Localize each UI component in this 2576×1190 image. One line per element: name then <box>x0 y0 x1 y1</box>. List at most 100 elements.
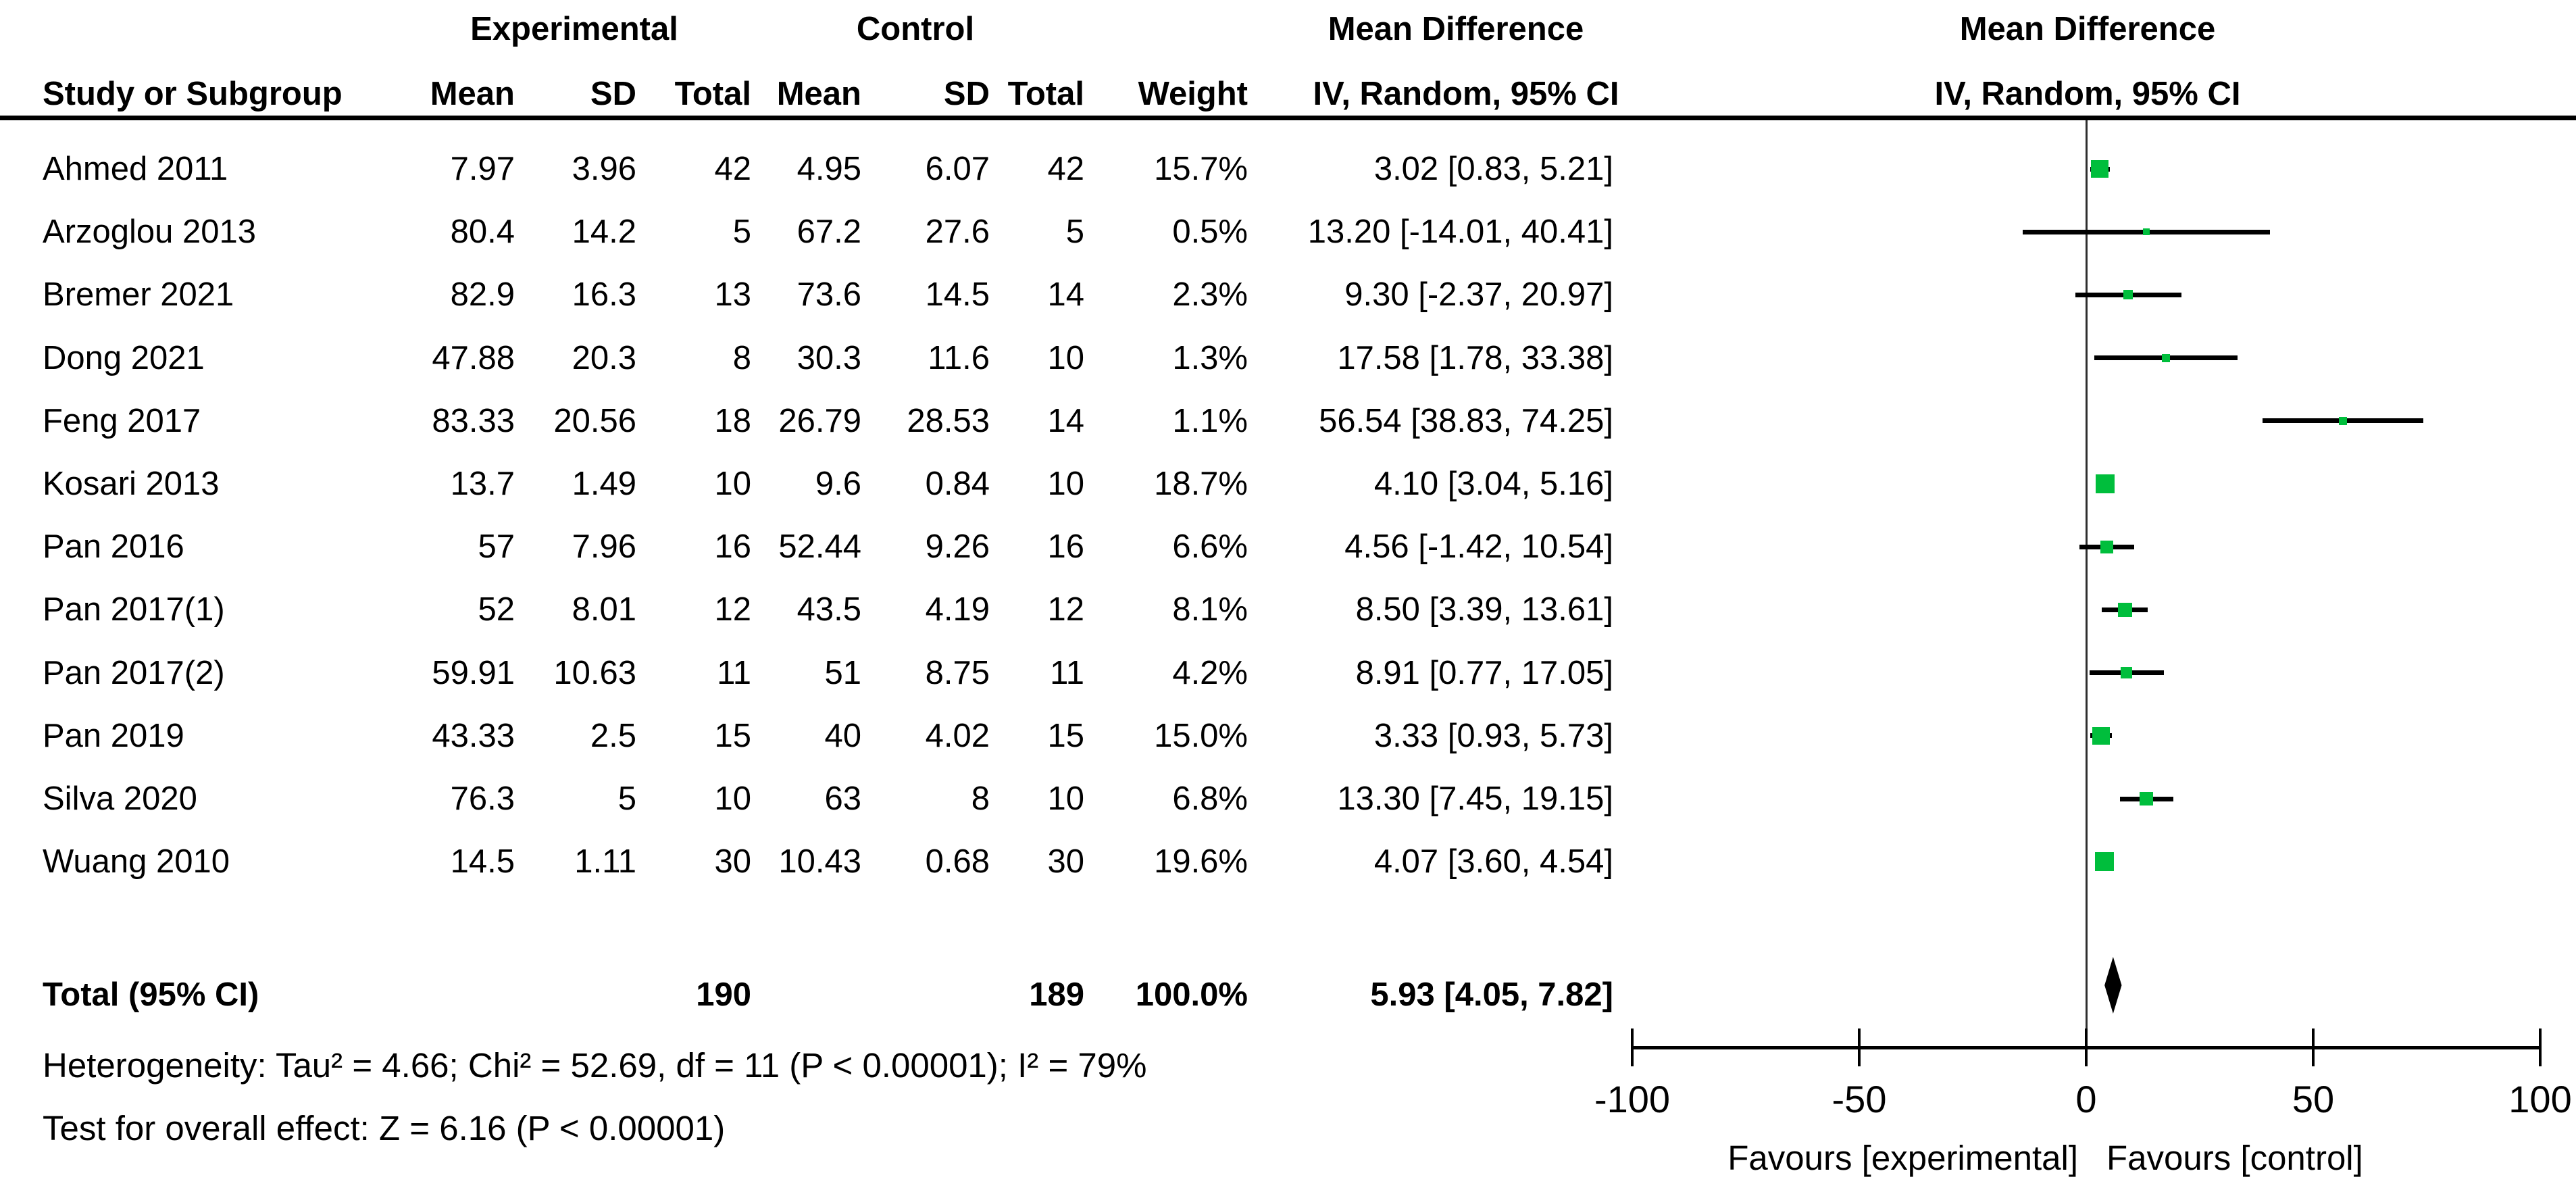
total-ctrl-total: 189 <box>1029 976 1084 1013</box>
study-ctrl-mean: 26.79 <box>778 402 861 439</box>
study-ctrl-sd: 0.84 <box>925 466 990 502</box>
effect-square <box>2142 228 2150 236</box>
study-exp-mean: 7.97 <box>450 151 515 187</box>
study-ctrl-total: 30 <box>1047 843 1084 881</box>
study-ctrl-total: 10 <box>1047 466 1084 502</box>
study-exp-total: 42 <box>714 151 751 187</box>
x-axis-tick <box>1858 1028 1861 1066</box>
x-axis-tick-label: 50 <box>2292 1078 2335 1120</box>
study-exp-sd: 14.2 <box>572 214 636 251</box>
study-name: Ahmed 2011 <box>43 151 228 187</box>
study-name: Wuang 2010 <box>43 843 230 881</box>
zero-effect-line <box>2085 120 2088 1066</box>
study-row: Dong 2021 47.88 20.3 8 30.3 11.6 10 1.3% 17.58 [… <box>0 326 1689 390</box>
study-name: Pan 2017(2) <box>43 654 225 691</box>
study-weight: 0.5% <box>1172 214 1248 251</box>
study-weight: 4.2% <box>1172 654 1248 691</box>
study-weight: 19.6% <box>1154 843 1248 881</box>
study-ctrl-total: 14 <box>1047 402 1084 439</box>
header-group-control: Control <box>856 11 975 47</box>
study-ctrl-mean: 63 <box>824 780 861 817</box>
study-exp-total: 10 <box>714 780 751 817</box>
study-name: Pan 2019 <box>43 717 184 754</box>
study-exp-sd: 1.49 <box>572 466 636 502</box>
total-ci-text: 5.93 [4.05, 7.82] <box>1370 976 1613 1013</box>
study-ctrl-sd: 9.26 <box>925 528 990 566</box>
study-ci-text: 13.20 [-14.01, 40.41] <box>1307 214 1613 251</box>
study-ctrl-total: 14 <box>1047 276 1084 314</box>
study-row: Arzoglou 2013 80.4 14.2 5 67.2 27.6 5 0.5% 13.20… <box>0 200 1689 264</box>
x-axis-tick <box>1631 1028 1634 1066</box>
study-row: Feng 2017 83.33 20.56 18 26.79 28.53 14 1.1% 56.… <box>0 389 1689 453</box>
effect-square <box>2162 353 2171 362</box>
study-ctrl-mean: 10.43 <box>778 843 861 881</box>
favours-experimental-label: Favours [experimental] <box>1727 1139 2078 1177</box>
total-weight: 100.0% <box>1135 976 1248 1013</box>
study-ci-text: 56.54 [38.83, 74.25] <box>1319 402 1613 439</box>
header-exp-mean: Mean <box>430 76 515 112</box>
study-exp-mean: 83.33 <box>432 402 515 439</box>
total-label: Total (95% CI) <box>43 976 259 1013</box>
header-exp-total: Total <box>674 76 751 112</box>
x-axis-tick-label: -50 <box>1832 1078 1887 1120</box>
study-ci-text: 8.50 [3.39, 13.61] <box>1355 591 1613 628</box>
study-row: Silva 2020 76.3 5 10 63 8 10 6.8% 13.30 [7.45, 1… <box>0 767 1689 830</box>
study-name: Dong 2021 <box>43 339 205 376</box>
effect-square <box>2140 792 2154 805</box>
effect-square <box>2095 474 2115 493</box>
study-exp-sd: 8.01 <box>572 591 636 628</box>
study-ctrl-total: 10 <box>1047 780 1084 817</box>
effect-square <box>2121 667 2133 679</box>
study-ctrl-sd: 27.6 <box>925 214 990 251</box>
study-row: Wuang 2010 14.5 1.11 30 10.43 0.68 30 19.6% 4.07… <box>0 830 1689 893</box>
study-exp-sd: 16.3 <box>572 276 636 314</box>
study-weight: 15.7% <box>1154 151 1248 187</box>
study-ctrl-mean: 51 <box>824 654 861 691</box>
heterogeneity-text: Heterogeneity: Tau² = 4.66; Chi² = 52.69… <box>43 1046 1147 1085</box>
study-ctrl-mean: 43.5 <box>797 591 861 628</box>
study-ctrl-mean: 73.6 <box>797 276 861 314</box>
study-row: Kosari 2013 13.7 1.49 10 9.6 0.84 10 18.7% 4.10 … <box>0 452 1689 516</box>
effect-square <box>2338 416 2347 425</box>
study-ctrl-sd: 4.02 <box>925 717 990 754</box>
study-exp-total: 18 <box>714 402 751 439</box>
x-axis-tick-label: 100 <box>2508 1078 2572 1120</box>
header-effect-title: Mean Difference <box>1328 11 1584 47</box>
study-name: Silva 2020 <box>43 780 197 817</box>
study-ci-text: 4.56 [-1.42, 10.54] <box>1344 528 1613 566</box>
study-exp-sd: 1.11 <box>574 843 636 881</box>
header-weight: Weight <box>1138 76 1248 112</box>
study-ctrl-sd: 0.68 <box>925 843 990 881</box>
study-ctrl-mean: 40 <box>824 717 861 754</box>
study-exp-total: 13 <box>714 276 751 314</box>
study-weight: 2.3% <box>1172 276 1248 314</box>
study-name: Feng 2017 <box>43 402 201 439</box>
study-exp-mean: 57 <box>478 528 515 566</box>
study-ctrl-sd: 8 <box>971 780 990 817</box>
study-weight: 1.3% <box>1172 339 1248 376</box>
study-ctrl-mean: 4.95 <box>797 151 861 187</box>
study-ctrl-total: 16 <box>1047 528 1084 566</box>
study-name: Bremer 2021 <box>43 276 234 314</box>
study-ctrl-total: 11 <box>1050 654 1084 691</box>
study-ctrl-total: 10 <box>1047 339 1084 376</box>
study-exp-sd: 20.56 <box>553 402 636 439</box>
study-exp-mean: 13.7 <box>450 466 515 502</box>
study-exp-mean: 76.3 <box>450 780 515 817</box>
study-ctrl-sd: 6.07 <box>925 151 990 187</box>
study-ctrl-total: 42 <box>1047 151 1084 187</box>
effect-square <box>2123 290 2133 300</box>
study-exp-mean: 47.88 <box>432 339 515 376</box>
study-name: Pan 2016 <box>43 528 184 566</box>
header-plot-title: Mean Difference <box>1959 11 2216 47</box>
x-axis-tick <box>2312 1028 2315 1066</box>
effect-square <box>2117 602 2132 617</box>
study-exp-sd: 7.96 <box>572 528 636 566</box>
study-ci-text: 4.07 [3.60, 4.54] <box>1373 843 1613 881</box>
study-weight: 6.6% <box>1172 528 1248 566</box>
study-ctrl-sd: 4.19 <box>925 591 990 628</box>
study-row: Pan 2017(2) 59.91 10.63 11 51 8.75 11 4.2% 8.91 … <box>0 641 1689 705</box>
favours-control-label: Favours [control] <box>2106 1139 2363 1177</box>
study-name: Kosari 2013 <box>43 466 220 502</box>
